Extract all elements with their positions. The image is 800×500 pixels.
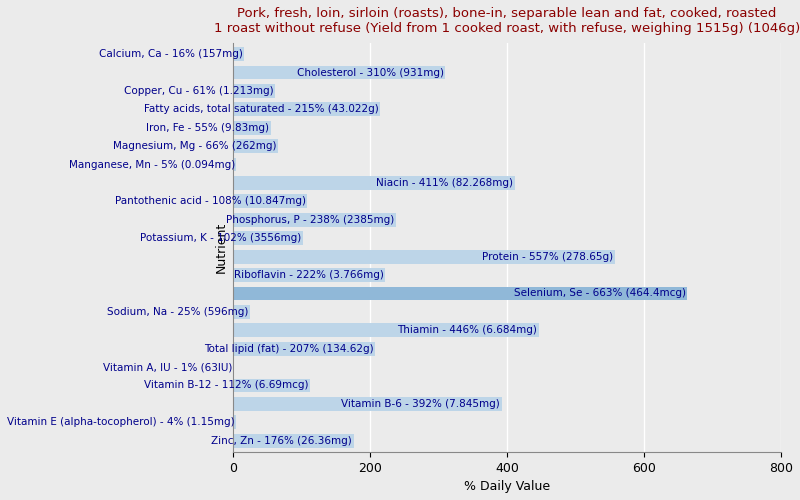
Bar bbox=[233, 176, 514, 190]
Y-axis label: Nutrient: Nutrient bbox=[214, 222, 227, 273]
Text: Potassium, K - 102% (3556mg): Potassium, K - 102% (3556mg) bbox=[140, 233, 302, 243]
Text: Protein - 557% (278.65g): Protein - 557% (278.65g) bbox=[482, 252, 614, 262]
Text: Iron, Fe - 55% (9.83mg): Iron, Fe - 55% (9.83mg) bbox=[146, 122, 270, 132]
Text: Vitamin E (alpha-tocopherol) - 4% (1.15mg): Vitamin E (alpha-tocopherol) - 4% (1.15m… bbox=[6, 418, 234, 428]
Bar bbox=[233, 194, 307, 208]
Text: Vitamin A, IU - 1% (63IU): Vitamin A, IU - 1% (63IU) bbox=[103, 362, 232, 372]
Bar bbox=[233, 324, 538, 337]
Text: Riboflavin - 222% (3.766mg): Riboflavin - 222% (3.766mg) bbox=[234, 270, 384, 280]
Bar bbox=[233, 416, 236, 429]
Text: Vitamin B-6 - 392% (7.845mg): Vitamin B-6 - 392% (7.845mg) bbox=[342, 399, 500, 409]
Text: Selenium, Se - 663% (464.4mcg): Selenium, Se - 663% (464.4mcg) bbox=[514, 288, 686, 298]
Text: Thiamin - 446% (6.684mg): Thiamin - 446% (6.684mg) bbox=[398, 326, 537, 336]
Bar bbox=[233, 84, 275, 98]
Bar bbox=[233, 342, 375, 355]
Text: Cholesterol - 310% (931mg): Cholesterol - 310% (931mg) bbox=[297, 68, 444, 78]
Bar bbox=[233, 140, 278, 153]
Text: Magnesium, Mg - 66% (262mg): Magnesium, Mg - 66% (262mg) bbox=[114, 141, 277, 151]
Bar bbox=[233, 213, 396, 226]
Text: Total lipid (fat) - 207% (134.62g): Total lipid (fat) - 207% (134.62g) bbox=[204, 344, 374, 353]
Bar bbox=[233, 286, 687, 300]
Text: Fatty acids, total saturated - 215% (43.022g): Fatty acids, total saturated - 215% (43.… bbox=[144, 104, 379, 115]
Text: Zinc, Zn - 176% (26.36mg): Zinc, Zn - 176% (26.36mg) bbox=[211, 436, 352, 446]
Text: Phosphorus, P - 238% (2385mg): Phosphorus, P - 238% (2385mg) bbox=[226, 215, 394, 225]
Text: Calcium, Ca - 16% (157mg): Calcium, Ca - 16% (157mg) bbox=[98, 49, 242, 59]
Bar bbox=[233, 250, 614, 264]
X-axis label: % Daily Value: % Daily Value bbox=[464, 480, 550, 493]
Bar bbox=[233, 158, 237, 172]
Text: Manganese, Mn - 5% (0.094mg): Manganese, Mn - 5% (0.094mg) bbox=[69, 160, 235, 170]
Title: Pork, fresh, loin, sirloin (roasts), bone-in, separable lean and fat, cooked, ro: Pork, fresh, loin, sirloin (roasts), bon… bbox=[214, 7, 800, 35]
Text: Sodium, Na - 25% (596mg): Sodium, Na - 25% (596mg) bbox=[107, 307, 249, 317]
Text: Niacin - 411% (82.268mg): Niacin - 411% (82.268mg) bbox=[376, 178, 514, 188]
Bar bbox=[233, 305, 250, 319]
Bar bbox=[233, 121, 270, 134]
Text: Copper, Cu - 61% (1.213mg): Copper, Cu - 61% (1.213mg) bbox=[124, 86, 274, 96]
Text: Pantothenic acid - 108% (10.847mg): Pantothenic acid - 108% (10.847mg) bbox=[114, 196, 306, 206]
Bar bbox=[233, 232, 303, 245]
Bar bbox=[233, 268, 385, 282]
Text: Vitamin B-12 - 112% (6.69mcg): Vitamin B-12 - 112% (6.69mcg) bbox=[144, 380, 308, 390]
Bar bbox=[233, 47, 244, 61]
Bar bbox=[233, 102, 380, 116]
Bar bbox=[233, 434, 354, 448]
Bar bbox=[233, 397, 502, 411]
Bar bbox=[233, 66, 446, 80]
Bar bbox=[233, 378, 310, 392]
